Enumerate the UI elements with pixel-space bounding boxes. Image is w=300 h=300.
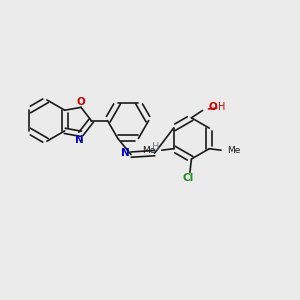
Text: N: N [75, 135, 84, 145]
Text: H: H [218, 103, 225, 112]
Text: Cl: Cl [183, 173, 194, 183]
Text: Me: Me [142, 146, 156, 155]
Text: N: N [122, 148, 130, 158]
Text: Me: Me [227, 146, 240, 155]
Text: O: O [77, 97, 86, 107]
Text: H: H [152, 142, 159, 152]
Text: O: O [208, 103, 217, 112]
